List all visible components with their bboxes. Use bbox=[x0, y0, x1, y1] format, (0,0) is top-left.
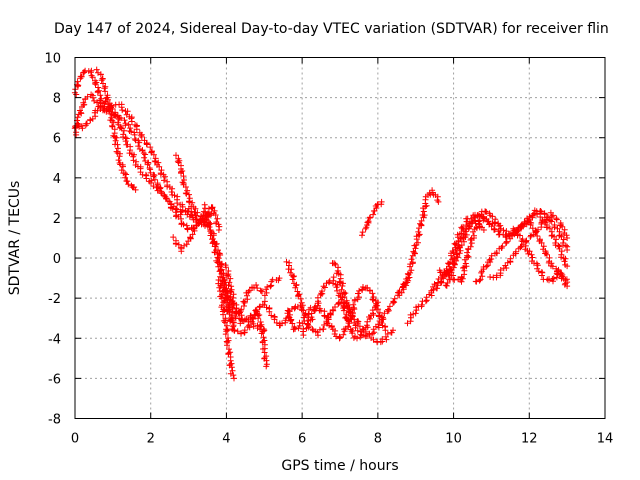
y-tick-label: 4 bbox=[53, 172, 61, 187]
series-arc-1 bbox=[71, 91, 207, 225]
x-tick-label: 0 bbox=[71, 432, 79, 447]
plus-markers bbox=[487, 209, 571, 281]
plus-markers bbox=[93, 66, 139, 193]
y-tick-label: -8 bbox=[48, 413, 61, 428]
data-series bbox=[71, 66, 571, 382]
x-tick-label: 4 bbox=[222, 432, 230, 447]
x-tick-label: 2 bbox=[147, 432, 155, 447]
plot-frame bbox=[74, 57, 606, 419]
series-arc-21 bbox=[442, 217, 487, 289]
grid bbox=[75, 57, 605, 419]
series-arc-4 bbox=[93, 66, 139, 193]
y-tick-label: 8 bbox=[53, 92, 61, 107]
plus-markers bbox=[396, 187, 442, 299]
plus-markers bbox=[510, 225, 571, 290]
x-axis-label: GPS time / hours bbox=[281, 458, 398, 474]
series-arc-17 bbox=[396, 187, 442, 299]
x-tick-label: 12 bbox=[521, 432, 538, 447]
series-arc-23 bbox=[487, 209, 571, 281]
plus-markers bbox=[329, 260, 396, 346]
x-tick-label: 6 bbox=[298, 432, 306, 447]
series-arc-24 bbox=[510, 225, 571, 290]
y-tick-label: 2 bbox=[53, 212, 61, 227]
y-tick-label: -2 bbox=[48, 292, 61, 307]
x-tick-label: 8 bbox=[374, 432, 382, 447]
series-arc-15 bbox=[329, 260, 396, 346]
series-arc-8 bbox=[215, 273, 237, 382]
y-tick-label: -4 bbox=[48, 332, 61, 347]
x-tick-label: 14 bbox=[597, 432, 614, 447]
plus-markers bbox=[222, 294, 270, 370]
plus-markers bbox=[222, 262, 283, 316]
axis-ticks: 0 2 4 6 8 10 12 14 -8 -6 -4 -2 0 2 4 6 8 10 bbox=[44, 52, 613, 447]
plus-markers bbox=[215, 273, 237, 382]
series-arc-11 bbox=[222, 294, 270, 370]
plus-markers bbox=[71, 91, 207, 225]
y-tick-label: -6 bbox=[48, 372, 61, 387]
chart-title: Day 147 of 2024, Sidereal Day-to-day VTE… bbox=[54, 21, 609, 37]
y-axis-label: SDTVAR / TECUs bbox=[7, 181, 23, 296]
series-arc-5 bbox=[173, 152, 223, 233]
plus-markers bbox=[442, 217, 487, 289]
y-tick-label: 10 bbox=[44, 52, 61, 67]
y-tick-label: 6 bbox=[53, 132, 61, 147]
series-arc-16 bbox=[359, 198, 385, 239]
plus-markers bbox=[359, 198, 385, 239]
x-tick-label: 10 bbox=[445, 432, 462, 447]
series-arc-10 bbox=[222, 262, 283, 316]
y-tick-label: 0 bbox=[53, 252, 61, 267]
plus-markers bbox=[173, 152, 223, 233]
